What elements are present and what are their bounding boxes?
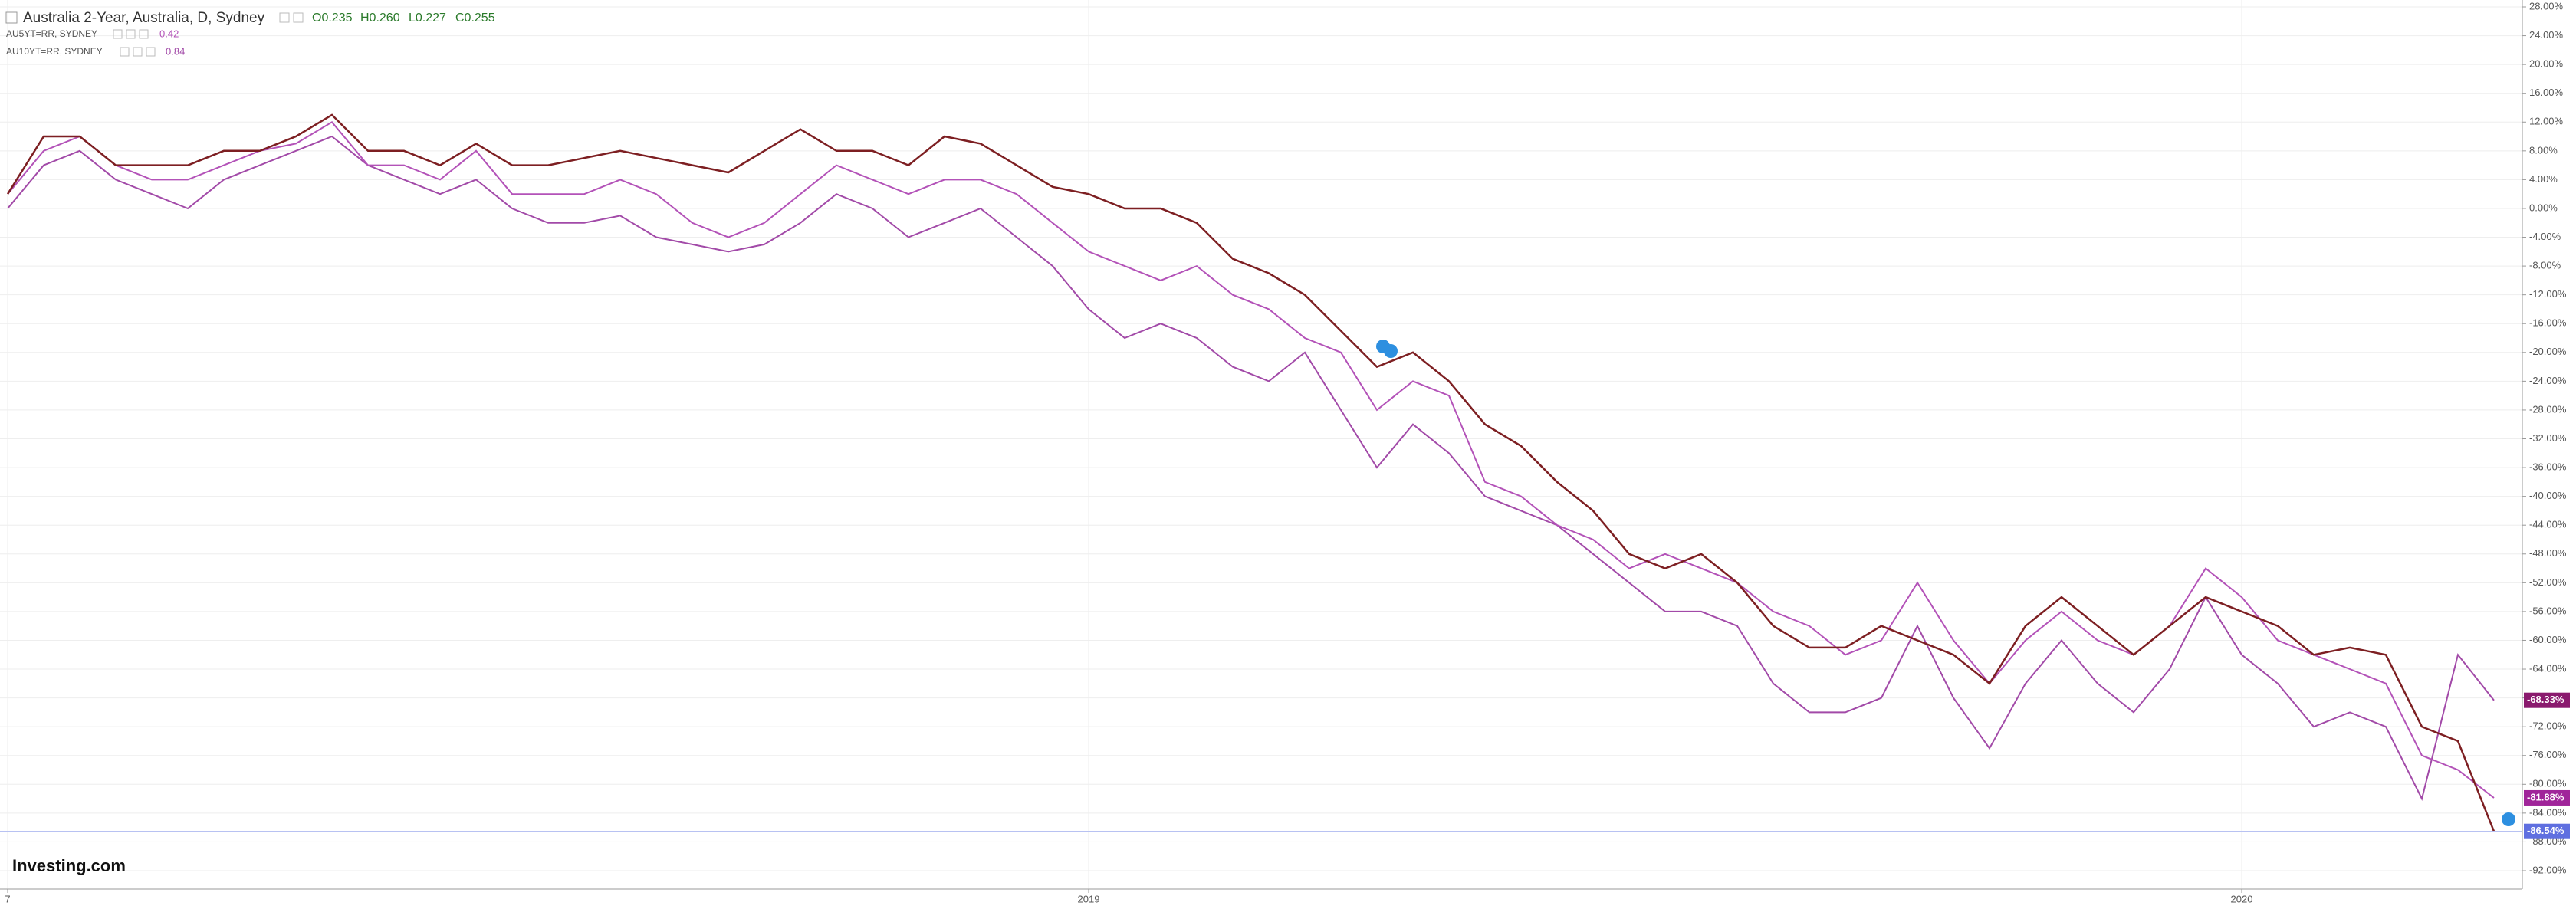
series-line (7, 121, 2495, 799)
plot (0, 113, 2522, 832)
ohlc-low: L0.227 (409, 11, 446, 25)
y-tick-label: -16.00% (2529, 317, 2567, 329)
y-tick-label: -48.00% (2529, 547, 2567, 559)
y-tick-label: -32.00% (2529, 432, 2567, 444)
y-tick-label: -28.00% (2529, 403, 2567, 415)
last-value-label: -81.88% (2527, 791, 2564, 802)
y-tick-label: 8.00% (2529, 144, 2558, 156)
y-tick-label: 24.00% (2529, 29, 2564, 41)
y-tick-label: 12.00% (2529, 116, 2564, 127)
event-marker[interactable] (1384, 344, 1398, 358)
legend-value: 0.42 (159, 28, 179, 39)
legend-icon[interactable] (133, 47, 143, 57)
y-tick-label: -24.00% (2529, 375, 2567, 386)
legend-entry: AU10YT=RR, SYDNEY (6, 46, 103, 57)
y-tick-label: -76.00% (2529, 749, 2567, 760)
logo: Investing.com (12, 856, 126, 875)
event-marker[interactable] (2502, 812, 2515, 826)
ohlc-close: C0.255 (455, 11, 495, 25)
y-tick-label: 4.00% (2529, 173, 2558, 185)
y-tick-label: -8.00% (2529, 260, 2561, 271)
ohlc-high: H0.260 (360, 11, 400, 25)
last-value-label: -68.33% (2527, 694, 2564, 705)
y-tick-label: -84.00% (2529, 806, 2567, 818)
grid (0, 0, 2522, 889)
y-tick-label: -80.00% (2529, 778, 2567, 789)
x-tick-label: 2020 (2231, 893, 2253, 904)
legend-icon[interactable] (139, 29, 149, 39)
collapse-icon[interactable] (5, 11, 18, 24)
legend-value: 0.84 (166, 45, 185, 57)
y-tick-label: -64.00% (2529, 662, 2567, 674)
legend-icon[interactable] (126, 29, 136, 39)
settings-icon[interactable] (279, 12, 290, 23)
legend-icon[interactable] (146, 47, 156, 57)
ohlc-open: O0.235 (312, 11, 353, 25)
y-tick-label: -4.00% (2529, 231, 2561, 242)
y-tick-label: -56.00% (2529, 605, 2567, 616)
last-value-box (2524, 789, 2570, 806)
y-tick-label: -72.00% (2529, 720, 2567, 732)
legend-icon[interactable] (120, 47, 130, 57)
y-tick-label: -92.00% (2529, 864, 2567, 875)
y-tick-label: -12.00% (2529, 288, 2567, 300)
last-value-box (2524, 823, 2570, 839)
y-tick-label: -20.00% (2529, 346, 2567, 357)
x-tick-label: 2019 (1078, 893, 1100, 904)
last-value-box (2524, 692, 2570, 708)
y-tick-label: 20.00% (2529, 58, 2564, 70)
chart-title: Australia 2-Year, Australia, D, Sydney (23, 10, 265, 26)
y-tick-label: 16.00% (2529, 87, 2564, 98)
y-tick-label: 0.00% (2529, 202, 2558, 213)
y-tick-label: -40.00% (2529, 490, 2567, 501)
close-icon[interactable] (293, 12, 304, 23)
y-tick-label: -52.00% (2529, 576, 2567, 588)
series-line (6, 113, 2496, 832)
x-tick-label: 7 (5, 893, 10, 904)
legend-entry: AU5YT=RR, SYDNEY (6, 28, 97, 39)
series-line (7, 135, 2495, 801)
y-tick-label: -60.00% (2529, 634, 2567, 645)
axis: 28.00% 24.00% 20.00% 16.00% 12.00% 8.00% 4.00%… (5, 0, 2570, 904)
y-tick-label: -44.00% (2529, 519, 2567, 530)
last-value-label: -86.54% (2527, 825, 2564, 836)
legend-icon[interactable] (113, 29, 123, 39)
y-tick-label: 28.00% (2529, 0, 2564, 11)
y-tick-label: -36.00% (2529, 461, 2567, 473)
